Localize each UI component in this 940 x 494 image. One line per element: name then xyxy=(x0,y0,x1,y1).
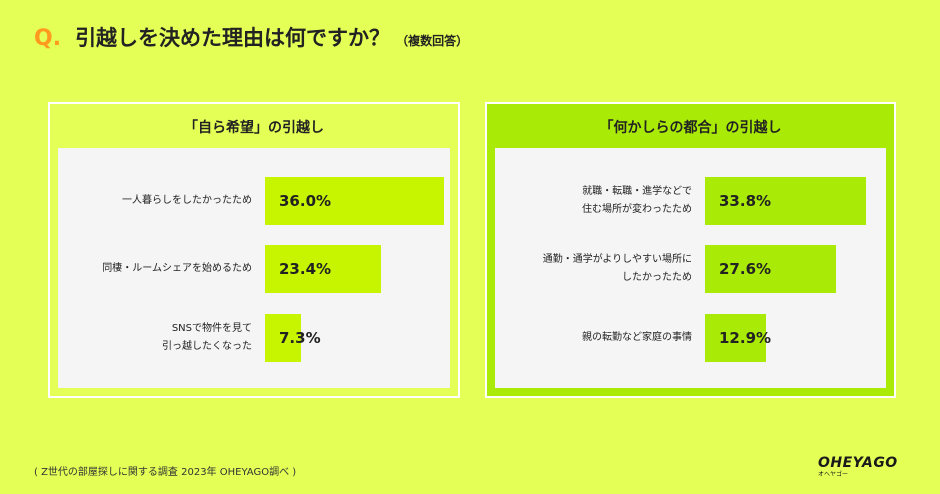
bar: 12.9% xyxy=(705,314,771,362)
logo-subtext: オヘヤゴー xyxy=(818,471,849,478)
bar: 36.0% xyxy=(265,177,444,225)
bar-row: 一人暮らしをしたかったため 36.0% xyxy=(58,177,450,225)
question-heading: Q. 引越しを決めた理由は何ですか？ （複数回答） xyxy=(34,22,468,52)
question-mark: Q. xyxy=(34,26,62,51)
bar-row: 親の転勤など家庭の事情 12.9% xyxy=(495,314,886,362)
bar-value-label: 27.6% xyxy=(719,260,772,278)
bar-row: 同棲・ルームシェアを始めるため 23.4% xyxy=(58,245,450,293)
category-label: 一人暮らしをしたかったため xyxy=(122,195,252,206)
chart-panel-self-wish: 「自ら希望」の引越し 一人暮らしをしたかったため 36.0% 同棲・ルームシェアを始… xyxy=(48,102,460,398)
question-note: （複数回答） xyxy=(396,34,469,48)
bar-value-label: 33.8% xyxy=(719,192,772,210)
chart-panel-circumstance: 「何かしらの都合」の引越し 就職・転職・進学などで 住む場所が変わったため 33.… xyxy=(485,102,896,398)
bar: 27.6% xyxy=(705,245,836,293)
bar-value-label: 12.9% xyxy=(719,329,772,347)
logo-wordmark: OHEYAGO xyxy=(818,455,898,471)
chart-body: 一人暮らしをしたかったため 36.0% 同棲・ルームシェアを始めるため 23.4% SN… xyxy=(58,148,450,388)
category-label: 就職・転職・進学などで 住む場所が変わったため xyxy=(582,186,692,215)
chart-title: 「何かしらの都合」の引越し xyxy=(599,120,782,136)
bar: 7.3% xyxy=(265,314,321,362)
bar-value-label: 36.0% xyxy=(279,192,332,210)
category-label: 同棲・ルームシェアを始めるため xyxy=(102,263,252,274)
source-note: ( Z世代の部屋探しに関する調査 2023年 OHEYAGO調べ ) xyxy=(34,467,297,478)
bar-row: SNSで物件を見て 引っ越したくなった 7.3% xyxy=(58,314,450,362)
bar-row: 就職・転職・進学などで 住む場所が変わったため 33.8% xyxy=(495,177,886,225)
chart-body: 就職・転職・進学などで 住む場所が変わったため 33.8% 通勤・通学がよりしやすい… xyxy=(495,148,886,388)
question-text: 引越しを決めた理由は何ですか？ xyxy=(75,26,391,50)
chart-title: 「自ら希望」の引越し xyxy=(184,120,324,136)
bar: 33.8% xyxy=(705,177,866,225)
bar: 23.4% xyxy=(265,245,381,293)
category-label: SNSで物件を見て 引っ越したくなった xyxy=(162,323,252,352)
oheyago-logo: OHEYAGO オヘヤゴー xyxy=(818,455,900,485)
bar-value-label: 23.4% xyxy=(279,260,332,278)
bar-row: 通勤・通学がよりしやすい場所に したかったため 27.6% xyxy=(495,245,886,293)
category-label: 通勤・通学がよりしやすい場所に したかったため xyxy=(542,254,692,283)
bar-value-label: 7.3% xyxy=(279,329,321,347)
category-label: 親の転勤など家庭の事情 xyxy=(582,332,692,343)
